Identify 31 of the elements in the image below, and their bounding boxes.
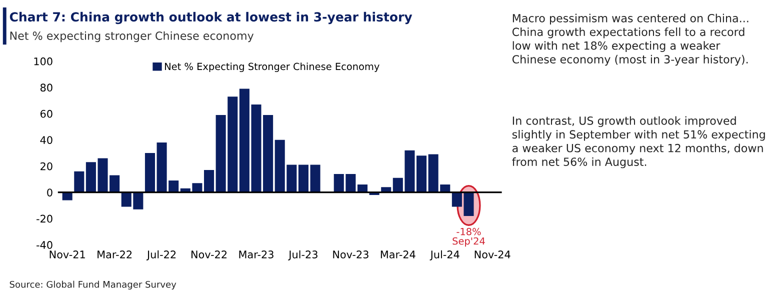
x-tick-label: Nov-21 (50, 250, 85, 258)
bar (144, 153, 156, 192)
x-tick-label: Nov-24 (474, 250, 510, 258)
x-tick-label: Jul-23 (288, 250, 318, 260)
annotation: -18% Sep'24 (452, 228, 485, 247)
y-tick-label: -40 (36, 241, 52, 249)
bar (74, 171, 84, 192)
y-tick-label: 80 (40, 84, 52, 92)
y-tick-label: 0 (47, 188, 52, 196)
x-tick-label: Jul-22 (146, 250, 176, 260)
source-note: Source: Global Fund Manager Survey (10, 280, 176, 290)
y-tick-label: 100 (34, 57, 52, 66)
x-tick-label: Mar-22 (98, 250, 132, 258)
x-tick-label: Jul-24 (430, 250, 460, 260)
x-tick-label: Mar-24 (380, 250, 416, 258)
y-tick-label: 40 (40, 136, 52, 144)
bar (416, 156, 427, 192)
text: Macro pessimism was centered on China... China growth expectations fell to a record low with net 18% expecting a weaker Chinese economy (most in 3-year history). (512, 14, 748, 66)
y-tick-label: 60 (40, 110, 52, 118)
chart-title: Chart 7: China growth outlook at lowest in 3-year history (10, 12, 412, 24)
y-tick-label: 20 (40, 162, 52, 170)
text: In contrast, US growth outlook improved slightly in September with net 51% expecting a weaker US economy next 12 months, down from net 56% in August. (512, 116, 765, 168)
bar (204, 170, 214, 192)
y-tick-label: -20 (36, 214, 52, 223)
x-tick-label: Mar-23 (239, 250, 274, 258)
x-tick-label: Nov-23 (333, 250, 368, 258)
chart-subtitle: Net % expecting stronger Chinese economy (10, 31, 254, 42)
x-tick-label: Nov-22 (192, 250, 227, 258)
legend-label: Net % Expecting Stronger Chinese Economy (165, 62, 380, 72)
bar (298, 164, 308, 192)
bar (310, 164, 320, 192)
